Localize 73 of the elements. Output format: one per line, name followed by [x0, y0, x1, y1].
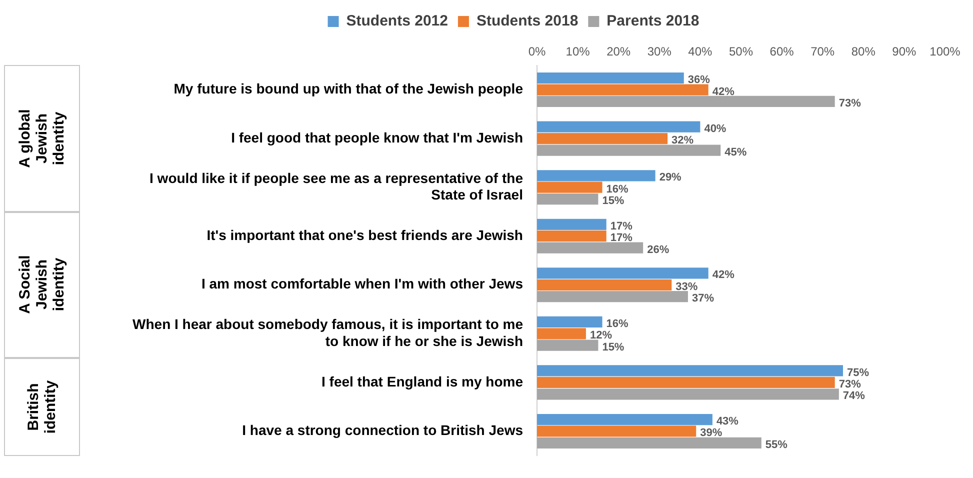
- legend-label: Students 2012: [346, 12, 448, 30]
- bar: [537, 121, 700, 132]
- y-tick-label: I would like it if people see me as a representative of the State of Israel: [150, 170, 524, 203]
- data-label: 16%: [606, 318, 629, 330]
- x-tick-label: 100%: [930, 44, 961, 59]
- x-tick-label: 90%: [892, 44, 917, 59]
- bar: [537, 144, 721, 156]
- bar: [537, 414, 712, 426]
- x-tick-label: 10%: [566, 44, 590, 59]
- data-label: 45%: [724, 146, 747, 158]
- data-label: 73%: [838, 378, 862, 390]
- y-tick-label: My future is bound up with that of the Jewish people: [174, 80, 524, 97]
- data-label: 15%: [602, 195, 624, 208]
- data-label: 40%: [704, 122, 726, 135]
- bar: [537, 268, 708, 279]
- data-label: 26%: [647, 244, 670, 256]
- x-tick-label: 80%: [851, 44, 876, 59]
- data-label: 17%: [610, 220, 633, 232]
- x-tick-label: 30%: [647, 44, 672, 59]
- bar: [537, 242, 644, 254]
- x-tick-label: 50%: [728, 44, 754, 59]
- bar: [537, 328, 586, 340]
- bar: [537, 170, 656, 182]
- bar: [537, 218, 606, 230]
- bar: [537, 316, 602, 328]
- bar: [537, 84, 708, 96]
- data-label: 75%: [847, 366, 870, 379]
- data-label: 74%: [842, 390, 866, 402]
- legend-label: Students 2018: [476, 12, 578, 30]
- text: British identity: [25, 379, 59, 436]
- bar: [537, 182, 602, 193]
- y-tick-label: I feel good that people know that I'm Jewish: [231, 129, 523, 146]
- data-label: 37%: [692, 292, 714, 305]
- y-tick-label: I am most comfortable when I'm with other Jews: [201, 276, 524, 292]
- y-tick-label: When I hear about somebody famous, it is important to me to know if he or she is Jewish: [132, 316, 524, 349]
- y-tick-label: I have a strong connection to British Jews: [242, 422, 524, 438]
- bar: [537, 72, 684, 84]
- data-label: 73%: [838, 98, 862, 110]
- x-tick-label: 0%: [528, 44, 546, 59]
- bar: [537, 340, 598, 351]
- y-tick-label: I feel that England is my home: [322, 373, 524, 390]
- data-label: 29%: [659, 172, 682, 184]
- data-label: 12%: [590, 330, 612, 342]
- data-label: 55%: [765, 438, 788, 451]
- bar: [537, 388, 839, 400]
- x-tick-label: 70%: [810, 44, 835, 59]
- text: A global Jewish identity: [16, 108, 68, 170]
- y-tick-label: It's important that one's best friends are Jewish: [206, 226, 523, 243]
- data-label: 17%: [610, 232, 633, 244]
- bar: [537, 193, 598, 205]
- x-tick-label: 60%: [770, 44, 794, 59]
- bar: [537, 437, 762, 448]
- data-label: 32%: [672, 134, 694, 147]
- text: A Social Jewish identity: [16, 254, 68, 316]
- data-label: 42%: [712, 86, 735, 98]
- x-tick-label: 40%: [688, 44, 713, 59]
- bar: [537, 376, 835, 388]
- data-label: 33%: [676, 280, 698, 293]
- data-label: 39%: [700, 427, 722, 440]
- data-label: 15%: [602, 341, 624, 354]
- bar: [537, 279, 672, 290]
- bar: [537, 230, 606, 242]
- data-label: 36%: [688, 74, 710, 86]
- data-label: 43%: [716, 416, 739, 428]
- x-tick-label: 20%: [606, 44, 631, 59]
- legend-label: Parents 2018: [606, 12, 700, 30]
- data-label: 16%: [606, 183, 629, 196]
- bar: [537, 133, 668, 144]
- data-label: 42%: [712, 269, 735, 282]
- bar: [537, 426, 696, 437]
- bar: [537, 291, 688, 302]
- bar: [537, 365, 843, 376]
- bar: [537, 96, 835, 108]
